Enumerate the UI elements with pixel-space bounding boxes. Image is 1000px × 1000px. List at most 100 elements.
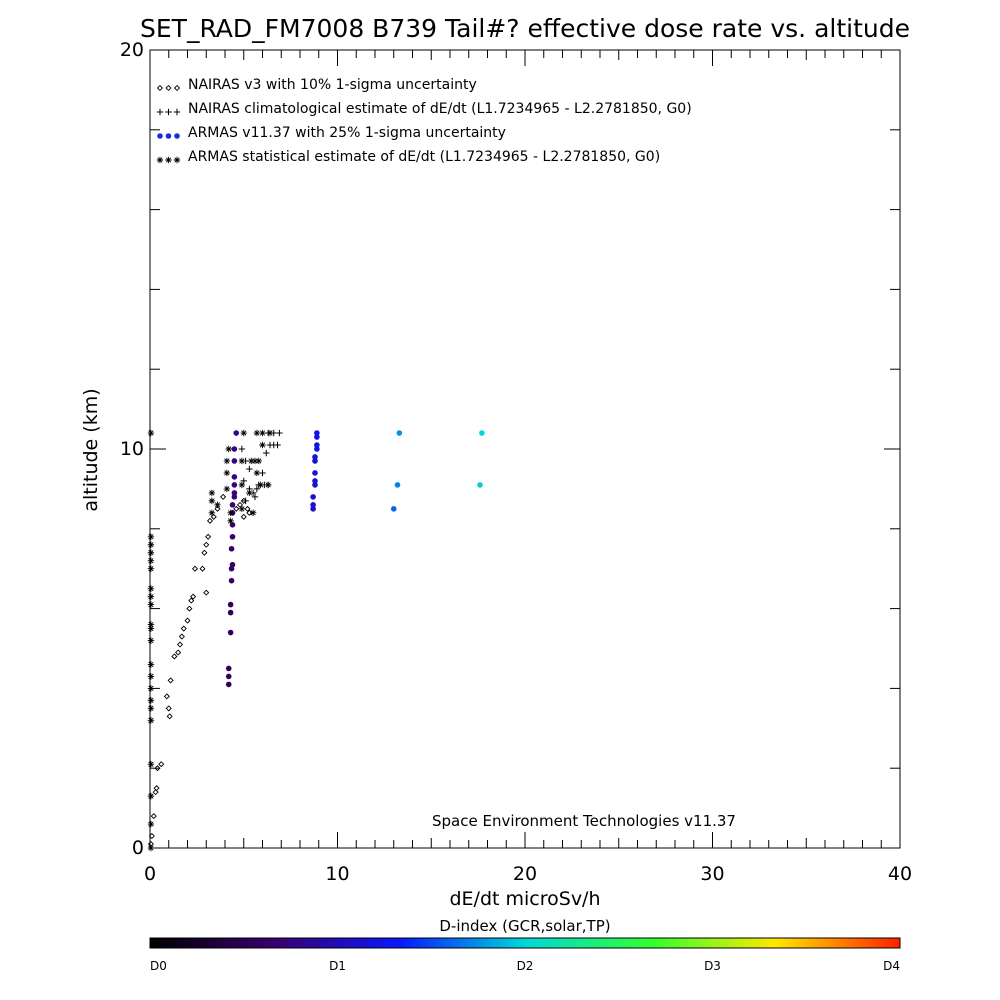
asterisk-marker	[147, 621, 155, 628]
series-diamond	[147, 493, 253, 848]
asterisk-marker	[147, 593, 155, 600]
colorbar-labels: D0 D1 D2 D3 D4	[150, 959, 900, 973]
legend: NAIRAS v3 with 10% 1-sigma uncertainty NA…	[156, 77, 692, 165]
asterisk-marker	[147, 533, 155, 540]
diamond-marker	[171, 653, 178, 660]
series-asterisk	[147, 429, 274, 852]
asterisk-marker	[248, 457, 255, 465]
asterisk-marker	[147, 541, 155, 548]
credit-text: Space Environment Technologies v11.37	[432, 812, 736, 830]
asterisk-marker	[147, 685, 155, 692]
asterisk-marker	[147, 717, 155, 724]
x-tick-label: 30	[700, 863, 724, 885]
legend-label: NAIRAS climatological estimate of dE/dt …	[188, 101, 692, 117]
series-plus	[238, 429, 283, 505]
asterisk-marker	[264, 481, 272, 489]
dot-marker	[477, 482, 483, 488]
y-tick-label: 10	[120, 438, 144, 460]
asterisk-marker	[249, 509, 257, 517]
asterisk-marker	[246, 489, 253, 497]
dot-marker	[312, 478, 318, 484]
dot-marker	[174, 133, 180, 139]
series-dot	[225, 430, 485, 688]
dot-marker	[314, 442, 320, 448]
diamond-marker	[240, 513, 247, 520]
diamond-marker	[188, 597, 195, 604]
asterisk-marker	[147, 697, 155, 704]
axis-ticks	[149, 49, 901, 849]
diamond-marker	[214, 505, 221, 512]
asterisk-marker	[251, 457, 259, 465]
dot-marker	[312, 482, 318, 488]
diamond-marker	[175, 649, 182, 656]
asterisk-marker	[147, 557, 155, 564]
tick-labels: 0 10 20 30 40 0 10 20	[120, 39, 912, 885]
dot-marker	[312, 454, 318, 460]
diamond-marker	[203, 541, 210, 548]
asterisk-marker	[147, 565, 155, 572]
dot-marker	[229, 561, 236, 568]
plus-marker	[259, 469, 266, 477]
dot-marker	[233, 430, 240, 436]
asterisk-marker	[223, 457, 231, 465]
asterisk-marker	[173, 156, 181, 164]
dot-marker	[225, 673, 232, 680]
dot-marker	[396, 430, 403, 436]
x-tick-label: 40	[888, 863, 912, 885]
plus-marker	[238, 445, 246, 453]
dot-marker	[312, 470, 318, 476]
dot-marker	[157, 133, 163, 139]
plus-marker	[253, 485, 261, 493]
plus-marker	[251, 493, 259, 501]
asterisk-marker	[257, 481, 264, 489]
asterisk-marker	[208, 497, 216, 505]
diamond-marker	[180, 625, 187, 632]
diamond-marker	[152, 789, 159, 796]
asterisk-marker	[147, 673, 155, 680]
diamond-marker	[166, 713, 173, 720]
dot-marker	[231, 482, 238, 488]
diamond-marker	[173, 84, 181, 92]
y-tick-label: 0	[132, 837, 144, 859]
y-axis-title: altitude (km)	[80, 388, 102, 511]
diamond-marker	[176, 641, 184, 648]
diamond-marker	[156, 84, 164, 92]
diamond-marker	[191, 565, 199, 572]
asterisk-marker	[259, 441, 266, 449]
asterisk-marker	[255, 457, 262, 465]
asterisk-marker	[214, 501, 221, 509]
asterisk-marker	[253, 469, 261, 477]
dot-marker	[310, 494, 316, 500]
x-tick-label: 0	[144, 863, 156, 885]
diamond-marker	[163, 693, 170, 700]
x-tick-label: 10	[325, 863, 349, 885]
asterisk-marker	[208, 489, 216, 497]
dot-marker	[227, 609, 234, 616]
dot-marker	[312, 458, 318, 464]
asterisk-marker	[225, 445, 232, 453]
asterisk-marker	[156, 156, 164, 164]
dot-marker	[229, 522, 236, 528]
asterisk-marker	[238, 505, 246, 513]
diamond-marker	[206, 517, 214, 524]
dot-marker	[231, 446, 238, 452]
dot-marker	[394, 482, 401, 488]
plus-marker	[246, 465, 253, 473]
legend-label: ARMAS statistical estimate of dE/dt (L1.…	[188, 149, 660, 165]
dot-marker	[227, 601, 234, 608]
asterisk-marker	[147, 637, 155, 644]
colorbar-label: D1	[329, 959, 346, 973]
diamond-marker	[154, 765, 161, 772]
diamond-marker	[203, 589, 210, 596]
diamond-marker	[244, 505, 251, 512]
plus-marker	[263, 449, 270, 457]
diamond-marker	[167, 677, 174, 684]
asterisk-marker	[266, 429, 274, 437]
dot-marker	[228, 577, 235, 584]
colorbar-label: D3	[704, 959, 721, 973]
asterisk-marker	[259, 429, 266, 437]
asterisk-marker	[238, 481, 246, 489]
dot-marker	[229, 533, 236, 540]
x-axis-title: dE/dt microSv/h	[449, 888, 600, 910]
